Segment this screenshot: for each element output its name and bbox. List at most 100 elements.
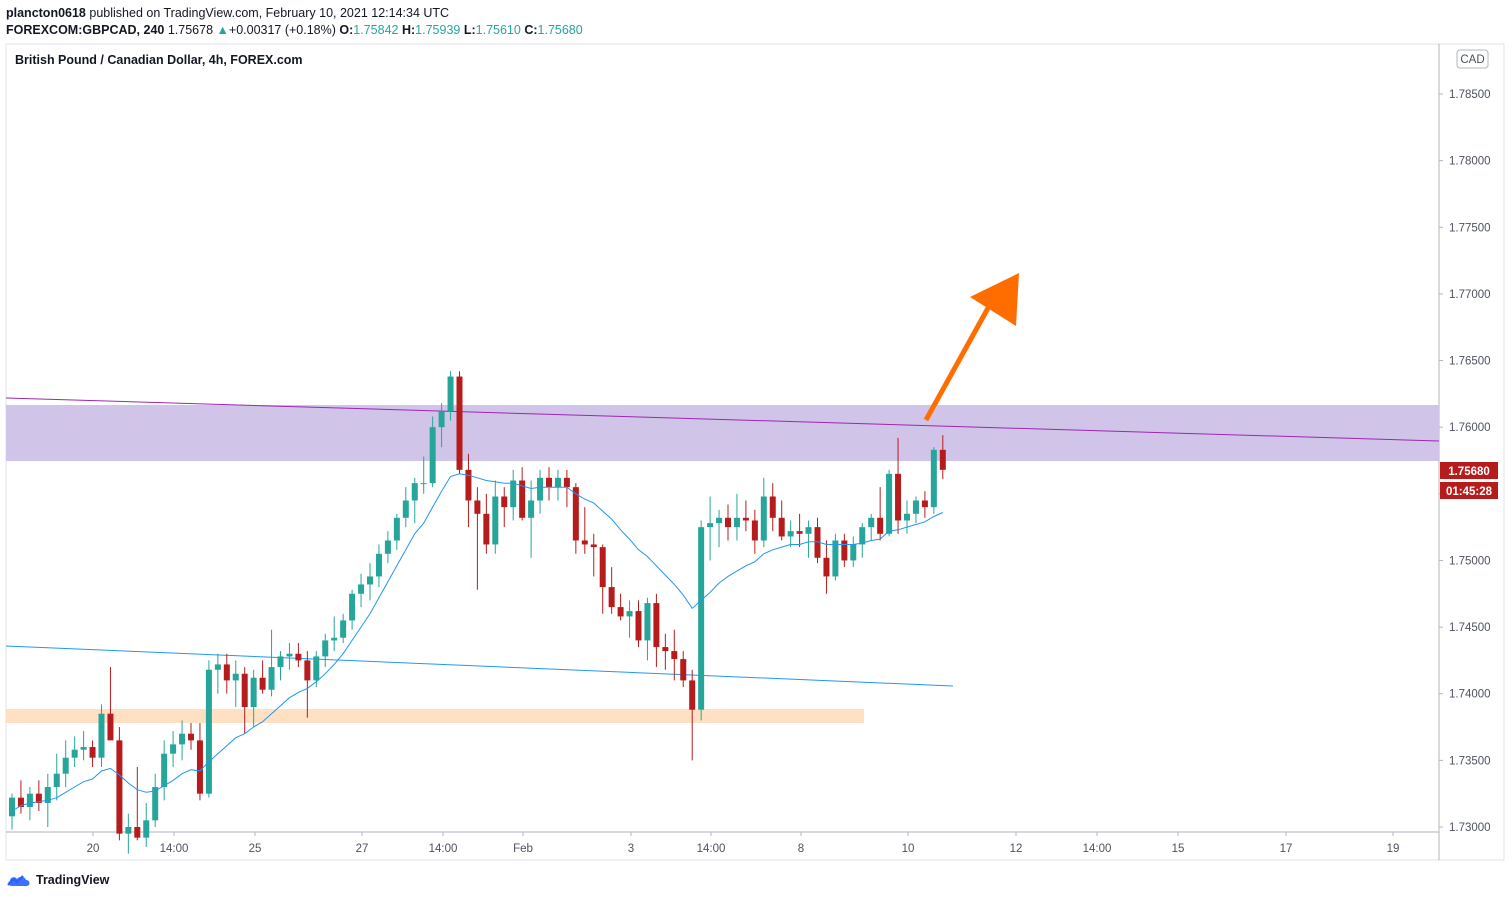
candle-body[interactable] <box>796 531 803 534</box>
candle-body[interactable] <box>617 607 624 617</box>
candle-body[interactable] <box>438 411 445 428</box>
candle-body[interactable] <box>823 557 830 577</box>
candle-body[interactable] <box>286 653 293 657</box>
candle-body[interactable] <box>581 540 588 545</box>
candle-body[interactable] <box>760 496 767 541</box>
candle-body[interactable] <box>179 733 186 745</box>
resistance-zone[interactable] <box>6 405 1439 461</box>
symbol-name[interactable]: FOREXCOM:GBPCAD, 240 <box>6 23 165 37</box>
candle-body[interactable] <box>912 500 919 514</box>
footer-branding[interactable]: TradingView <box>6 871 109 889</box>
candle-body[interactable] <box>725 517 731 528</box>
candle-body[interactable] <box>367 576 373 585</box>
candle-body[interactable] <box>635 611 642 641</box>
candle-body[interactable] <box>895 473 902 521</box>
candle-body[interactable] <box>9 797 15 817</box>
candle-body[interactable] <box>375 553 382 577</box>
candle-body[interactable] <box>850 544 857 561</box>
candle-body[interactable] <box>626 611 633 617</box>
candle-body[interactable] <box>161 753 168 788</box>
candle-body[interactable] <box>188 733 194 741</box>
candle-body[interactable] <box>608 587 615 608</box>
candle-body[interactable] <box>107 713 114 741</box>
candle-body[interactable] <box>680 659 687 681</box>
candle-body[interactable] <box>349 593 356 621</box>
support-zone[interactable] <box>6 709 864 723</box>
candle-body[interactable] <box>241 673 248 708</box>
candle-body[interactable] <box>420 483 427 485</box>
candle-body[interactable] <box>26 793 33 808</box>
candle-body[interactable] <box>698 527 705 710</box>
candle-body[interactable] <box>537 477 544 501</box>
candle-body[interactable] <box>707 523 714 528</box>
candle-body[interactable] <box>340 620 347 638</box>
candle-body[interactable] <box>277 656 284 668</box>
candle-body[interactable] <box>71 749 78 758</box>
candle-body[interactable] <box>205 669 212 794</box>
candle-body[interactable] <box>662 647 669 652</box>
candle-body[interactable] <box>268 667 275 690</box>
candle-body[interactable] <box>196 740 203 794</box>
username[interactable]: plancton0618 <box>6 6 86 20</box>
candle-body[interactable] <box>671 651 678 660</box>
candle-body[interactable] <box>125 827 132 834</box>
candle-body[interactable] <box>17 797 24 808</box>
support-trend-line[interactable] <box>5 645 954 687</box>
candle-body[interactable] <box>868 517 875 528</box>
candle-body[interactable] <box>483 513 490 545</box>
candle-body[interactable] <box>859 527 866 545</box>
candle-body[interactable] <box>787 531 794 537</box>
candle-body[interactable] <box>304 660 311 681</box>
candle-body[interactable] <box>411 483 418 501</box>
candle-body[interactable] <box>143 820 150 838</box>
candle-body[interactable] <box>384 540 391 554</box>
currency-box[interactable] <box>1456 49 1489 69</box>
candle-body[interactable] <box>751 520 758 541</box>
candle-body[interactable] <box>904 513 910 521</box>
candle-body[interactable] <box>572 487 579 541</box>
candle-body[interactable] <box>447 376 454 412</box>
candle-body[interactable] <box>358 584 365 594</box>
candle-body[interactable] <box>393 517 400 541</box>
candle-body[interactable] <box>223 664 230 681</box>
candle-body[interactable] <box>80 747 87 750</box>
resistance-trend-line[interactable] <box>5 397 1440 442</box>
candle-body[interactable] <box>152 787 159 821</box>
candle-body[interactable] <box>98 713 105 758</box>
candle-body[interactable] <box>492 496 499 545</box>
candle-body[interactable] <box>546 477 552 488</box>
candle-body[interactable] <box>689 680 696 710</box>
candle-body[interactable] <box>599 547 606 588</box>
candle-body[interactable] <box>814 527 821 558</box>
candle-body[interactable] <box>519 480 526 518</box>
candle-body[interactable] <box>877 517 884 534</box>
candle-body[interactable] <box>769 496 776 518</box>
forecast-arrow-head-icon[interactable] <box>970 273 1019 326</box>
candle-body[interactable] <box>214 664 221 670</box>
candle-body[interactable] <box>134 827 141 838</box>
candle-body[interactable] <box>313 656 320 681</box>
candle-body[interactable] <box>170 744 177 754</box>
candle-body[interactable] <box>510 480 517 508</box>
candle-body[interactable] <box>456 376 463 470</box>
candle-body[interactable] <box>554 477 561 488</box>
candle-body[interactable] <box>930 449 937 508</box>
candle-body[interactable] <box>35 793 42 804</box>
candle-body[interactable] <box>805 527 812 534</box>
candle-body[interactable] <box>429 427 436 484</box>
candle-body[interactable] <box>402 500 409 518</box>
candle-body[interactable] <box>841 540 848 561</box>
candle-body[interactable] <box>716 517 723 524</box>
candle-body[interactable] <box>644 603 651 641</box>
candle-body[interactable] <box>116 740 123 834</box>
candle-body[interactable] <box>44 787 51 804</box>
candle-body[interactable] <box>331 637 338 641</box>
candle-body[interactable] <box>259 677 266 690</box>
candle-body[interactable] <box>921 500 928 508</box>
candle-body[interactable] <box>733 517 740 528</box>
candle-body[interactable] <box>653 603 660 648</box>
candle-body[interactable] <box>590 544 597 548</box>
candle-body[interactable] <box>232 673 239 681</box>
candle-body[interactable] <box>465 469 472 501</box>
candle-body[interactable] <box>62 757 69 774</box>
